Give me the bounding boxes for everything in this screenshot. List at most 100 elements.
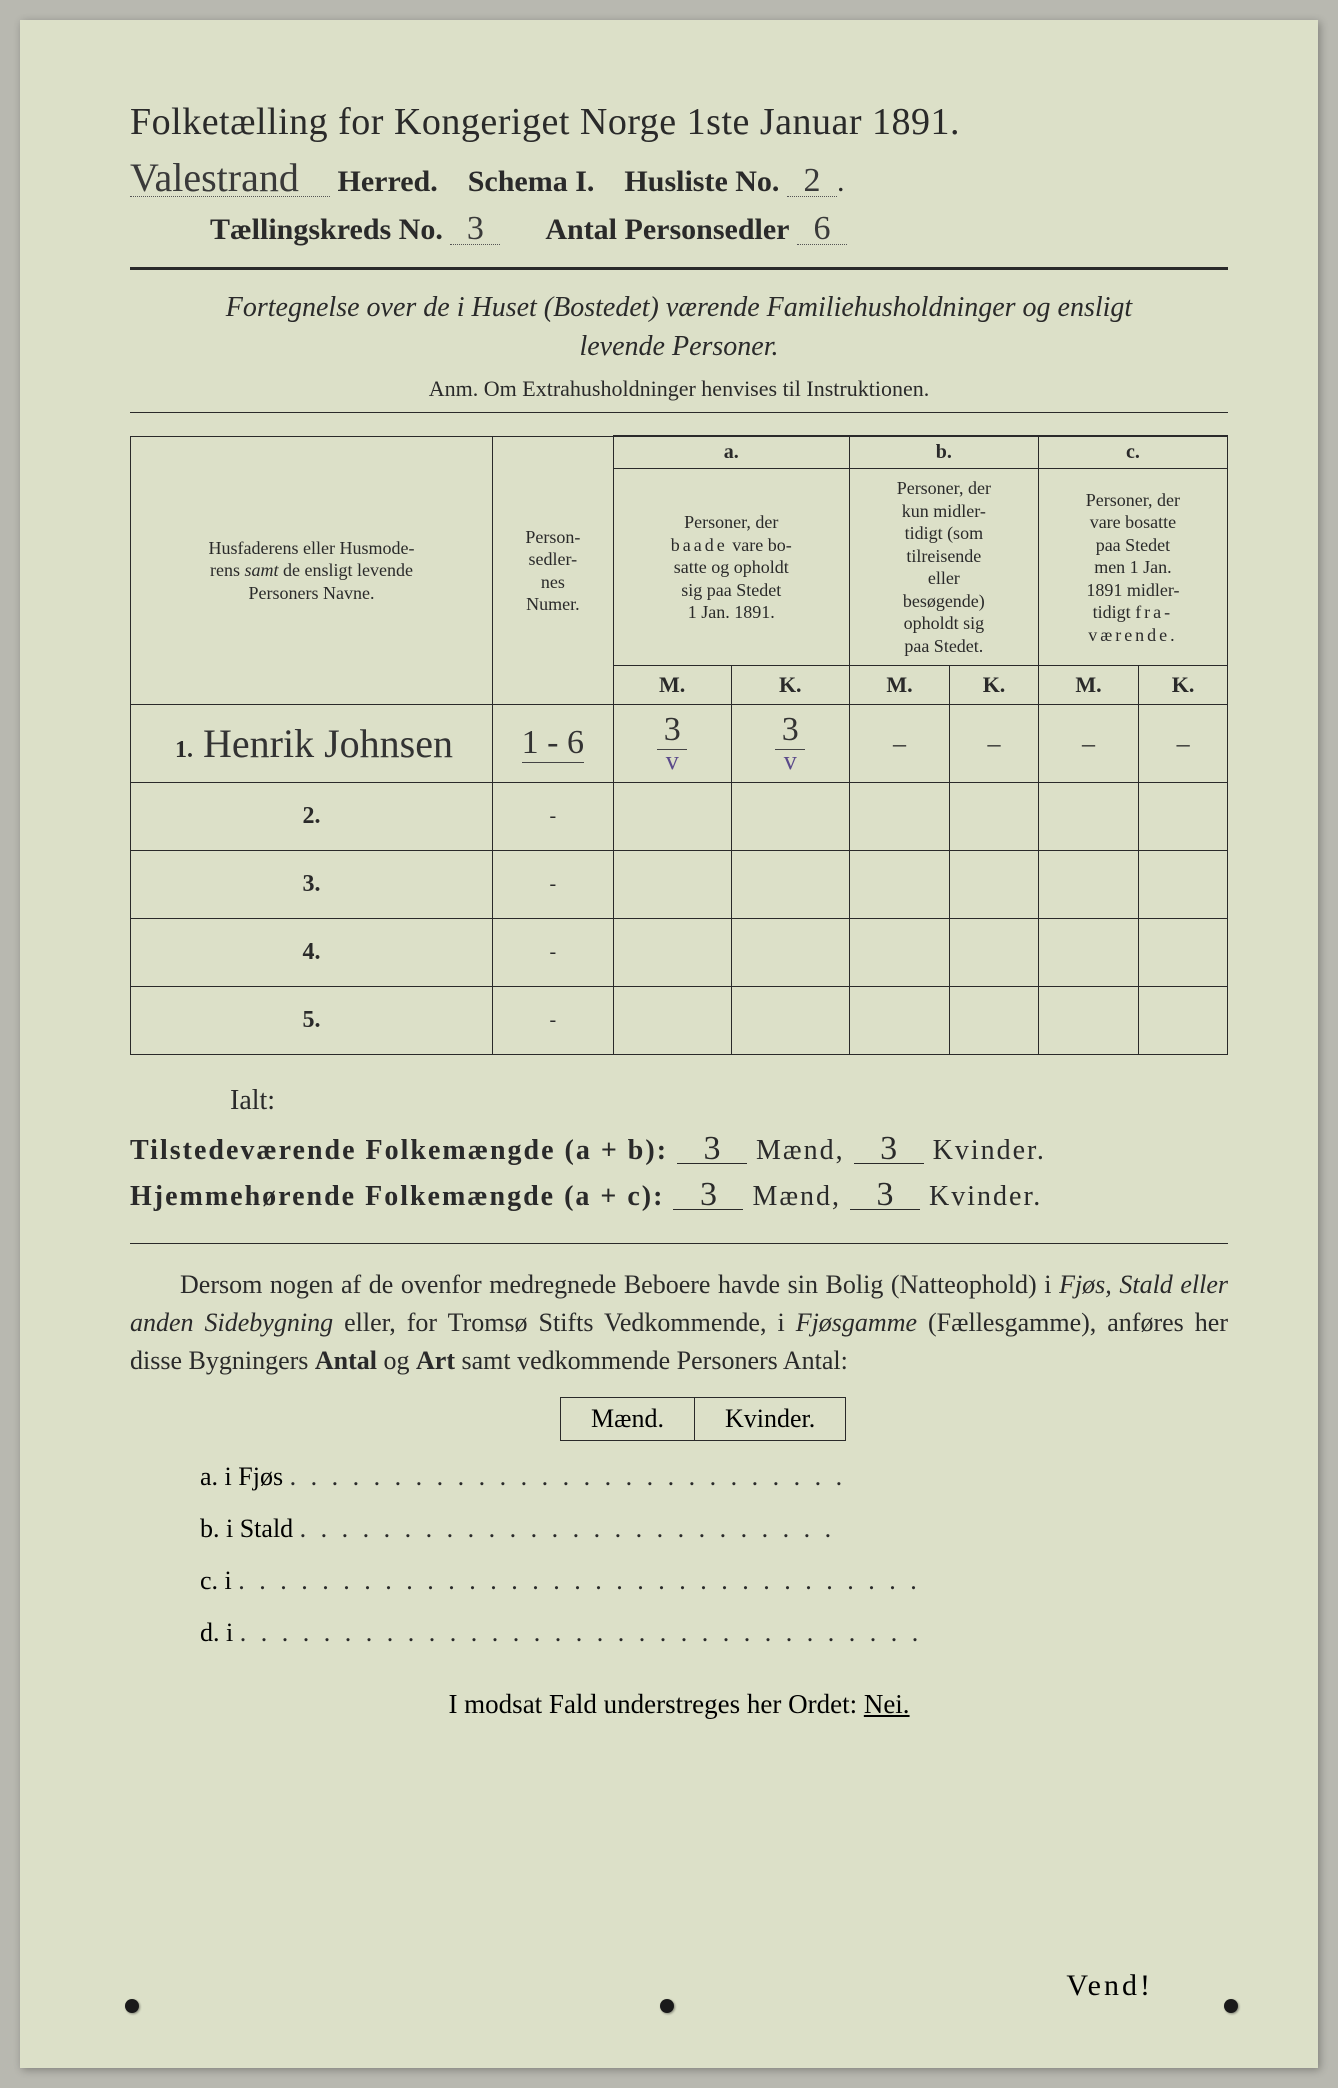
row-num: 1. (170, 737, 198, 764)
subtitle-l1: Fortegnelse over de i Huset (Bostedet) v… (226, 292, 1132, 323)
col-c-desc: Personer, dervare bosattepaa Stedetmen 1… (1038, 469, 1227, 666)
pin-icon (660, 1999, 674, 2013)
p-t4: og (377, 1346, 416, 1375)
table-row: 4. - (131, 919, 1228, 987)
st-m: Mænd. (561, 1398, 695, 1441)
husliste-label: Husliste No. (624, 165, 779, 198)
kreds-label: Tællingskreds No. (210, 213, 443, 246)
footer-note: I modsat Fald understreges her Ordet: Ne… (130, 1689, 1228, 1720)
col-b-desc: Personer, derkun midler-tidigt (somtilre… (849, 469, 1038, 666)
cell-ak: 3 (775, 711, 805, 750)
main-title: Folketælling for Kongeriget Norge 1ste J… (130, 100, 1228, 144)
list-a: a. i Fjøs . . . . . . . . . . . . . . . … (200, 1451, 1228, 1503)
list-d-text: d. i (200, 1618, 233, 1647)
cell-ck: – (1177, 729, 1190, 758)
col-b-label: b. (849, 436, 1038, 469)
p-t5: samt vedkommende Personers Antal: (455, 1346, 848, 1375)
divider-3 (130, 1243, 1228, 1244)
pin-icon (1224, 1999, 1238, 2013)
list-b-text: b. i Stald (200, 1514, 293, 1543)
person-num: 1 - 6 (522, 724, 584, 763)
col-b-k: K. (950, 666, 1039, 705)
maend-label: Mænd, (752, 1181, 841, 1212)
main-table: Husfaderens eller Husmode-rens samt de e… (130, 435, 1228, 1055)
person-name: Henrik Johnsen (203, 721, 453, 766)
table-body: 1. Henrik Johnsen 1 - 6 3v 3v – – – – 2.… (131, 705, 1228, 1055)
cell: - (493, 919, 614, 987)
row-num: 5. (298, 1007, 326, 1034)
col-a-k: K. (731, 666, 849, 705)
divider-1 (130, 267, 1228, 270)
schema-label: Schema I. (468, 165, 595, 198)
kvinder-label: Kvinder. (929, 1181, 1042, 1212)
paragraph: Dersom nogen af de ovenfor medregnede Be… (130, 1266, 1228, 1379)
col-b-m: M. (849, 666, 949, 705)
summary-label-1: Tilstedeværende Folkemængde (a + b): (130, 1135, 668, 1166)
col-c-k: K. (1139, 666, 1228, 705)
p-b2: Art (416, 1346, 455, 1375)
col-a-label: a. (613, 436, 849, 469)
st-k: Kvinder. (694, 1398, 845, 1441)
p-t2: eller, for Tromsø Stifts Vedkommende, i (333, 1308, 796, 1337)
cell-cm: – (1082, 729, 1095, 758)
summary-line-2: Hjemmehørende Folkemængde (a + c): 3 Mæn… (130, 1181, 1228, 1213)
table-row: 5. - (131, 987, 1228, 1055)
maend-label: Mænd, (756, 1135, 845, 1166)
cell-am: 3 (657, 711, 687, 750)
check: v (618, 746, 727, 776)
building-list: a. i Fjøs . . . . . . . . . . . . . . . … (200, 1451, 1228, 1659)
table-row: 2. - (131, 783, 1228, 851)
subtitle-l2: levende Personer. (579, 331, 778, 362)
anm-note: Anm. Om Extrahusholdninger henvises til … (130, 376, 1228, 402)
divider-2 (130, 412, 1228, 413)
check: v (736, 746, 845, 776)
summary-v1m: 3 (677, 1135, 747, 1163)
footer-nei: Nei. (864, 1689, 910, 1719)
antal-value: 6 (797, 215, 847, 245)
subtitle: Fortegnelse over de i Huset (Bostedet) v… (130, 288, 1228, 366)
col-header-name: Husfaderens eller Husmode-rens samt de e… (131, 436, 493, 705)
summary-line-1: Tilstedeværende Folkemængde (a + b): 3 M… (130, 1135, 1228, 1167)
table-row: 1. Henrik Johnsen 1 - 6 3v 3v – – – – (131, 705, 1228, 783)
p-em2: Fjøsgamme (796, 1308, 917, 1337)
summary-v1k: 3 (854, 1135, 924, 1163)
kreds-value: 3 (450, 215, 500, 245)
cell: - (493, 783, 614, 851)
cell-bk: – (988, 729, 1001, 758)
table-row: 3. - (131, 851, 1228, 919)
header-row-1: Valestrand Herred. Schema I. Husliste No… (130, 162, 1228, 199)
header-row-2: Tællingskreds No. 3 Antal Personsedler 6 (130, 213, 1228, 247)
cell: - (493, 987, 614, 1055)
small-table: Mænd. Kvinder. (560, 1397, 846, 1441)
col-header-num: Person-sedler-nesNumer. (493, 436, 614, 705)
summary-section: Ialt: Tilstedeværende Folkemængde (a + b… (130, 1085, 1228, 1213)
census-form-page: Folketælling for Kongeriget Norge 1ste J… (20, 20, 1318, 2068)
list-b: b. i Stald . . . . . . . . . . . . . . .… (200, 1503, 1228, 1555)
p-t1: Dersom nogen af de ovenfor medregnede Be… (180, 1270, 1059, 1299)
kvinder-label: Kvinder. (933, 1135, 1046, 1166)
husliste-value: 2 (787, 167, 837, 197)
summary-label-2: Hjemmehørende Folkemængde (a + c): (130, 1181, 664, 1212)
col-c-m: M. (1038, 666, 1138, 705)
p-b1: Antal (315, 1346, 377, 1375)
col-a-m: M. (613, 666, 731, 705)
col-a-desc: Personer, derbaade vare bo-satte og opho… (613, 469, 849, 666)
summary-v2m: 3 (673, 1181, 743, 1209)
summary-v2k: 3 (850, 1181, 920, 1209)
herred-label: Herred. (338, 165, 438, 198)
list-d: d. i . . . . . . . . . . . . . . . . . .… (200, 1607, 1228, 1659)
list-a-text: a. i Fjøs (200, 1462, 283, 1491)
row-num: 4. (298, 939, 326, 966)
footer-text: I modsat Fald understreges her Ordet: (448, 1689, 863, 1719)
vend-label: Vend! (1066, 1969, 1153, 2003)
antal-label: Antal Personsedler (545, 213, 789, 246)
row-num: 3. (298, 871, 326, 898)
pin-icon (125, 1999, 139, 2013)
cell: - (493, 851, 614, 919)
col-c-label: c. (1038, 436, 1227, 469)
ialt-label: Ialt: (130, 1085, 1228, 1117)
herred-value: Valestrand (130, 162, 330, 197)
list-c: c. i . . . . . . . . . . . . . . . . . .… (200, 1555, 1228, 1607)
list-c-text: c. i (200, 1566, 232, 1595)
row-num: 2. (298, 803, 326, 830)
